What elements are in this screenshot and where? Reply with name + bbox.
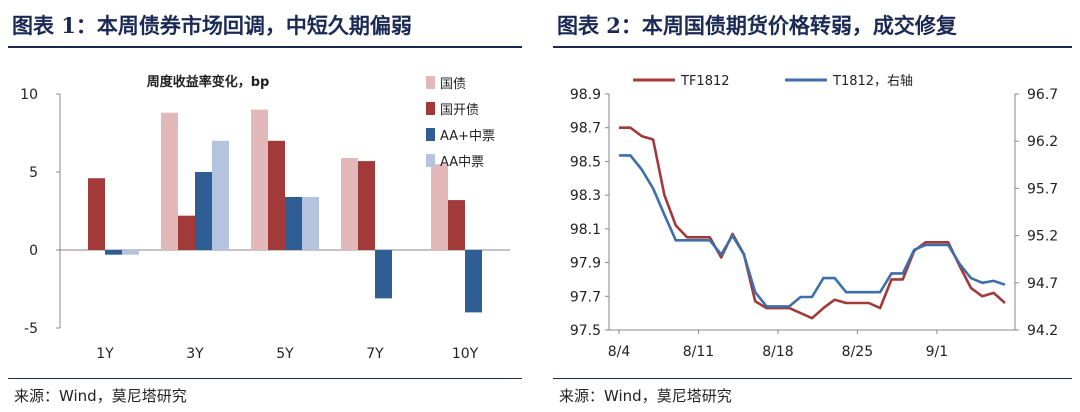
bar-y-tick-label: 5: [29, 165, 38, 181]
line-x-tick-label: 8/25: [842, 344, 873, 360]
legend-label: AA中票: [440, 155, 484, 170]
series-line: [619, 154, 1006, 308]
bar: [161, 112, 178, 250]
legend-swatch: [426, 128, 435, 141]
bar: [375, 250, 392, 299]
bar: [105, 250, 122, 255]
legend-label: TF1812: [680, 74, 730, 89]
legend-label: 国债: [440, 77, 466, 92]
figure-1-title: 图表 1：本周债券市场回调，中短久期偏弱: [12, 13, 412, 38]
bar-y-tick-label: 0: [29, 243, 38, 259]
bar-x-tick-label: 5Y: [276, 346, 294, 362]
series-line: [619, 126, 1006, 320]
line-left-tick-label: 97.9: [570, 256, 601, 272]
figure-2-title: 图表 2：本周国债期货价格转弱，成交修复: [557, 13, 957, 38]
line-right-tick-label: 94.2: [1027, 323, 1058, 339]
bar: [431, 164, 448, 250]
line-left-tick-label: 98.5: [570, 154, 601, 170]
line-left-tick-label: 98.1: [570, 222, 601, 238]
line-x-tick-label: 9/1: [926, 344, 949, 360]
line-chart-area: 98.9 98.7 98.5 98.3 98.1 97.9 97.7 97.5 96.7 96.2…: [553, 56, 1072, 372]
bar-x-tick-label: 3Y: [186, 346, 204, 362]
line-x-tick-label: 8/11: [683, 344, 714, 360]
figure-2-title-rule: [553, 46, 1072, 48]
line-right-tick-label: 96.7: [1027, 87, 1058, 103]
legend-swatch: [426, 76, 435, 89]
legend-label: AA+中票: [440, 129, 495, 144]
figure-2-bottom-rule: [553, 378, 1072, 379]
bar: [358, 161, 375, 250]
line-right-tick-label: 95.7: [1027, 181, 1058, 197]
legend-label: 国开债: [440, 103, 479, 118]
bar: [268, 140, 285, 250]
figure-2-source: 来源：Wind，莫尼塔研究: [559, 387, 732, 405]
line-left-tick-label: 98.9: [570, 87, 601, 103]
legend-swatch: [426, 102, 435, 115]
line-left-tick-label: 97.5: [570, 323, 601, 339]
bar: [178, 215, 195, 250]
line-left-tick-label: 98.3: [570, 188, 601, 204]
line-right-tick-label: 95.2: [1027, 229, 1058, 245]
line-right-tick-label: 94.7: [1027, 276, 1058, 292]
bar-x-tick-label: 7Y: [366, 346, 384, 362]
bar-chart-area: 周度收益率变化，bp 10 5 0 -5 1Y 3Y 5Y 7Y 10Y 国债国开债 AA+中票 AA中…: [8, 56, 522, 372]
figure-1-panel: 图表 1：本周债券市场回调，中短久期偏弱 周度收益率变化，bp 10 5 0 -5 1Y 3…: [0, 0, 530, 412]
bar: [448, 200, 465, 250]
bar: [285, 196, 302, 250]
figure-2-panel: 图表 2：本周国债期货价格转弱，成交修复 98.9 98.7 98.5 98.3 98.…: [545, 0, 1080, 412]
bar: [251, 109, 268, 250]
line-left-tick-label: 98.7: [570, 121, 601, 137]
bar: [88, 178, 105, 250]
bar-chart-title: 周度收益率变化，bp: [147, 74, 270, 90]
figure-1-title-rule: [8, 46, 522, 48]
bar: [302, 196, 319, 250]
bar-y-tick-label: -5: [24, 321, 38, 337]
bar-x-tick-label: 1Y: [96, 346, 114, 362]
line-x-tick-label: 8/18: [762, 344, 793, 360]
legend-swatch: [426, 154, 435, 167]
bar: [341, 157, 358, 250]
bar: [122, 250, 139, 255]
bar: [392, 250, 409, 251]
bar: [482, 250, 499, 251]
line-right-tick-label: 96.2: [1027, 134, 1058, 150]
bar-x-tick-label: 10Y: [452, 346, 479, 362]
line-left-tick-label: 97.7: [570, 289, 601, 305]
bar: [212, 140, 229, 250]
figure-1-source: 来源：Wind，莫尼塔研究: [14, 387, 187, 405]
figure-1-bottom-rule: [8, 378, 522, 379]
bar: [195, 172, 212, 250]
legend-label: T1812，右轴: [832, 74, 913, 89]
bar: [71, 250, 88, 251]
line-x-tick-label: 8/4: [608, 344, 631, 360]
bar-y-tick-label: 10: [20, 87, 38, 103]
line-chart: 98.9 98.7 98.5 98.3 98.1 97.9 97.7 97.5 96.7 96.2…: [570, 74, 1058, 360]
bar: [465, 250, 482, 313]
